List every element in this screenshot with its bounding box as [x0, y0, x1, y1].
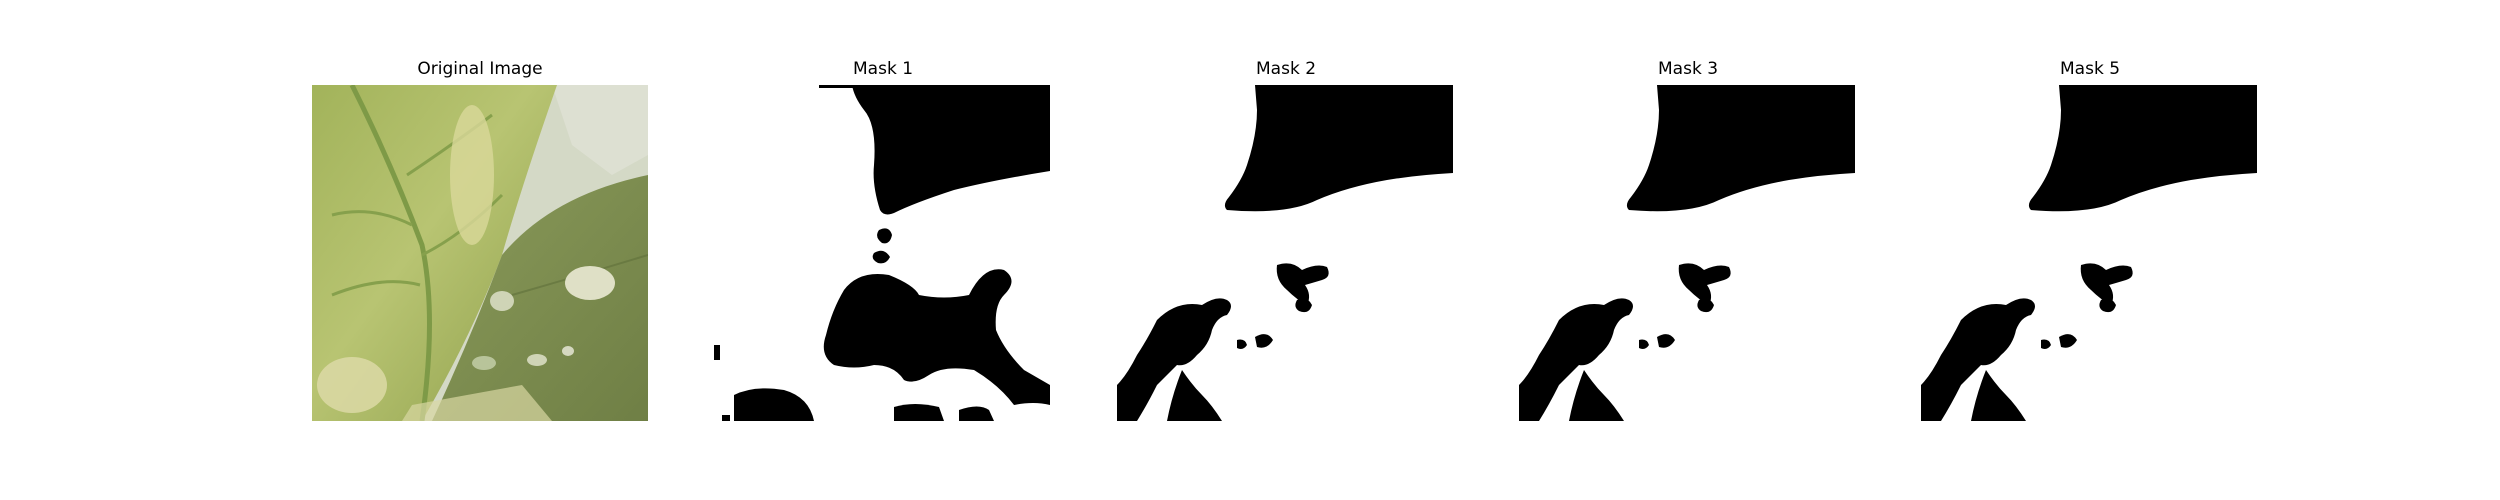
mask-5-panel: [1921, 85, 2257, 421]
mask-5-image: [1921, 85, 2257, 421]
panel-title-mask-3: Mask 3: [1658, 59, 1719, 79]
panel-title-mask-5: Mask 5: [2060, 59, 2121, 79]
original-image: [312, 85, 648, 421]
mask-2-panel: [1117, 85, 1453, 421]
panel-title-original-image: Original Image: [417, 59, 543, 79]
mask-1-panel: [714, 85, 1050, 421]
mask-3-panel: [1519, 85, 1855, 421]
mask-1-image: [714, 85, 1050, 421]
original-image-panel: [312, 85, 648, 421]
mask-3-image: [1519, 85, 1855, 421]
mask-2-image: [1117, 85, 1453, 421]
panel-title-mask-1: Mask 1: [853, 59, 914, 79]
panel-title-mask-2: Mask 2: [1256, 59, 1317, 79]
